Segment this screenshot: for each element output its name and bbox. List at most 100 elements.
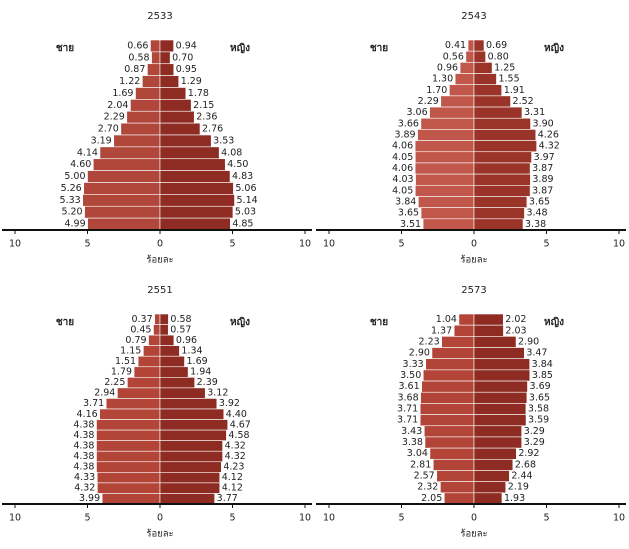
bar <box>473 403 527 415</box>
value-label: 4.58 <box>228 430 249 441</box>
bar <box>159 461 222 473</box>
bar <box>159 170 231 183</box>
value-label: 3.48 <box>526 208 547 219</box>
value-label: 1.78 <box>188 88 209 99</box>
value-label: 3.61 <box>398 381 419 392</box>
bar <box>473 436 523 449</box>
bar <box>159 419 229 431</box>
value-label: 4.06 <box>392 163 413 174</box>
bar <box>150 39 161 53</box>
value-label: 0.45 <box>130 324 151 335</box>
bar <box>473 196 528 208</box>
value-label: 2.39 <box>197 377 218 388</box>
value-label: 2.23 <box>419 336 440 347</box>
value-label: 2.52 <box>513 96 534 107</box>
bar <box>84 205 161 219</box>
value-label: 4.67 <box>230 419 251 430</box>
bar <box>147 63 161 76</box>
value-label: 1.22 <box>119 76 140 87</box>
legend-label: ชาย <box>370 43 388 54</box>
bar <box>473 173 531 186</box>
value-label: 5.26 <box>61 183 82 194</box>
bar <box>473 151 532 164</box>
bar <box>473 391 528 404</box>
x-tick-label: 5 <box>84 513 90 524</box>
value-label: 3.12 <box>207 388 228 399</box>
bar <box>473 129 537 141</box>
bar <box>429 447 475 460</box>
bar <box>159 134 212 148</box>
value-label: 3.29 <box>524 437 545 448</box>
value-label: 4.32 <box>74 483 95 494</box>
value-label: 3.66 <box>398 118 419 129</box>
bar <box>419 403 475 415</box>
value-label: 1.91 <box>504 85 525 96</box>
bar <box>159 63 175 76</box>
value-label: 4.85 <box>232 219 253 230</box>
value-label: 3.65 <box>529 197 550 208</box>
bar <box>429 106 475 119</box>
x-tick-label: 5 <box>84 239 90 250</box>
value-label: 0.94 <box>176 40 197 51</box>
bar <box>473 447 517 460</box>
value-label: 3.29 <box>524 426 545 437</box>
x-axis-label: ร้อยละ <box>146 255 173 266</box>
value-label: 4.08 <box>221 147 242 158</box>
value-label: 2.25 <box>104 377 125 388</box>
x-tick-label: 5 <box>543 239 549 250</box>
value-label: 3.65 <box>398 208 419 219</box>
value-label: 0.66 <box>127 40 148 51</box>
bar <box>99 408 161 420</box>
value-label: 3.71 <box>397 415 418 426</box>
value-label: 4.50 <box>227 159 248 170</box>
legend-label: หญิง <box>544 316 564 328</box>
x-axis-label: ร้อยละ <box>460 255 487 266</box>
bar <box>133 366 161 378</box>
bar <box>449 84 475 97</box>
bar <box>120 122 161 136</box>
value-label: 4.40 <box>226 409 247 420</box>
value-label: 4.99 <box>64 219 85 230</box>
bar <box>420 391 475 404</box>
bar <box>473 414 527 427</box>
value-label: 0.37 <box>131 314 152 325</box>
bar <box>159 324 169 336</box>
bar <box>159 472 221 484</box>
value-label: 4.32 <box>225 440 246 451</box>
value-label: 0.70 <box>172 52 193 63</box>
bar <box>159 205 234 219</box>
bar <box>159 87 187 100</box>
bar <box>135 87 161 100</box>
bar <box>97 482 161 494</box>
bar <box>473 470 510 482</box>
value-label: 0.69 <box>486 40 507 51</box>
value-label: 4.23 <box>223 462 244 473</box>
value-label: 3.47 <box>526 348 547 359</box>
value-label: 2.15 <box>193 100 214 111</box>
bar <box>473 39 485 52</box>
x-tick-label: 5 <box>398 513 404 524</box>
bar <box>105 398 161 410</box>
value-label: 3.51 <box>400 219 421 230</box>
value-label: 3.31 <box>524 107 545 118</box>
value-label: 0.58 <box>170 314 191 325</box>
value-label: 3.68 <box>397 392 418 403</box>
bar <box>130 99 161 112</box>
value-label: 2.03 <box>505 325 526 336</box>
bar <box>440 95 475 108</box>
value-label: 1.69 <box>187 356 208 367</box>
bar <box>137 355 161 368</box>
bar <box>473 380 528 393</box>
bar <box>87 217 161 231</box>
bar <box>473 313 504 326</box>
bar <box>159 355 185 368</box>
bar <box>432 458 475 471</box>
legend-label: ชาย <box>56 43 74 54</box>
value-label: 0.58 <box>128 52 149 63</box>
value-label: 3.99 <box>79 493 100 504</box>
value-label: 1.51 <box>115 356 136 367</box>
x-tick-label: 5 <box>229 513 235 524</box>
x-tick-label: 10 <box>299 239 311 250</box>
bar <box>473 492 503 505</box>
value-label: 5.00 <box>64 171 85 182</box>
